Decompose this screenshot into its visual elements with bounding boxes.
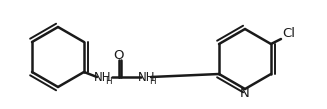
Text: N: N (240, 87, 250, 100)
Text: H: H (105, 77, 111, 86)
Text: Cl: Cl (283, 26, 296, 39)
Text: O: O (114, 49, 124, 61)
Text: H: H (149, 77, 155, 86)
Text: NH: NH (138, 71, 155, 83)
Text: NH: NH (94, 71, 111, 83)
